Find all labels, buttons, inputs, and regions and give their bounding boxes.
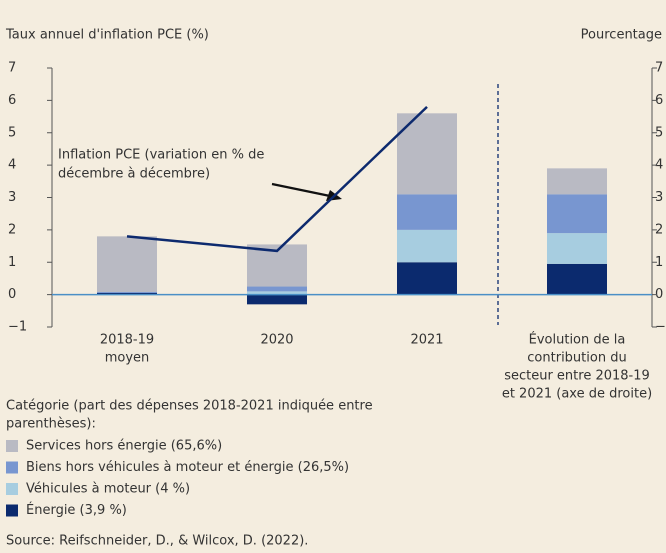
y2-axis-label: Pourcentage [581,28,662,43]
bar-segment [97,236,157,293]
bar-segment [247,291,307,295]
x-tick-label: Évolution de la [529,332,626,348]
y-tick-label: −1 [8,320,27,335]
x-tick-label: 2020 [260,333,293,348]
bar-segment [547,194,607,234]
x-tick-label: 2021 [410,333,443,348]
x-tick-label: contribution du [527,351,626,366]
legend-swatch [6,483,18,495]
x-tick-label: 2018-19 [100,333,154,348]
y-tick-label: 3 [8,190,16,205]
y-tick-label: 0 [8,287,16,302]
bar-segment [547,263,607,295]
legend-label: Services hors énergie (65,6%) [26,439,222,454]
legend-label: Véhicules à moteur (4 %) [26,482,190,497]
y2-tick-label: −1 [655,320,666,335]
y-tick-label: 1 [8,255,16,270]
annotation: décembre à décembre) [58,167,210,182]
bar-segment [247,286,307,292]
bar-segment [547,233,607,264]
x-tick-label: secteur entre 2018-19 [504,369,650,384]
y2-tick-label: 5 [655,125,663,140]
annotation: Inflation PCE (variation en % de [58,148,264,163]
legend-label: Énergie (3,9 %) [26,502,127,518]
y2-tick-label: 1 [655,255,663,270]
y2-tick-label: 7 [655,61,663,76]
legend-swatch [6,440,18,452]
legend-title: Catégorie (part des dépenses 2018-2021 i… [6,399,373,414]
y-tick-label: 5 [8,125,16,140]
y2-tick-label: 4 [655,158,663,173]
bar-segment [97,292,157,294]
y2-tick-label: 3 [655,190,663,205]
legend-swatch [6,461,18,474]
inflation-line [126,105,428,253]
annotation-arrow [271,182,331,198]
bar-segment [547,168,607,195]
y-tick-label: 4 [8,158,16,173]
source: Source: Reifschneider, D., & Wilcox, D. … [6,534,308,549]
bar-segment [397,194,457,230]
y-axis-label: Taux annuel d'inflation PCE (%) [5,28,209,43]
y2-tick-label: 2 [655,222,663,237]
y-tick-label: 2 [8,222,16,237]
y2-tick-label: 6 [655,93,663,108]
legend-title: parenthèses): [6,417,96,432]
legend-swatch [6,504,18,517]
bar-segment [397,262,457,295]
bar-segment [247,294,307,305]
x-tick-label: et 2021 (axe de droite) [502,387,652,402]
y-tick-label: 7 [8,61,16,76]
y2-tick-label: 0 [655,287,663,302]
bar-segment [97,293,157,295]
legend-label: Biens hors véhicules à moteur et énergie… [26,460,349,475]
y-tick-label: 6 [8,93,16,108]
bar-segment [397,229,457,263]
x-tick-label: moyen [105,351,150,366]
